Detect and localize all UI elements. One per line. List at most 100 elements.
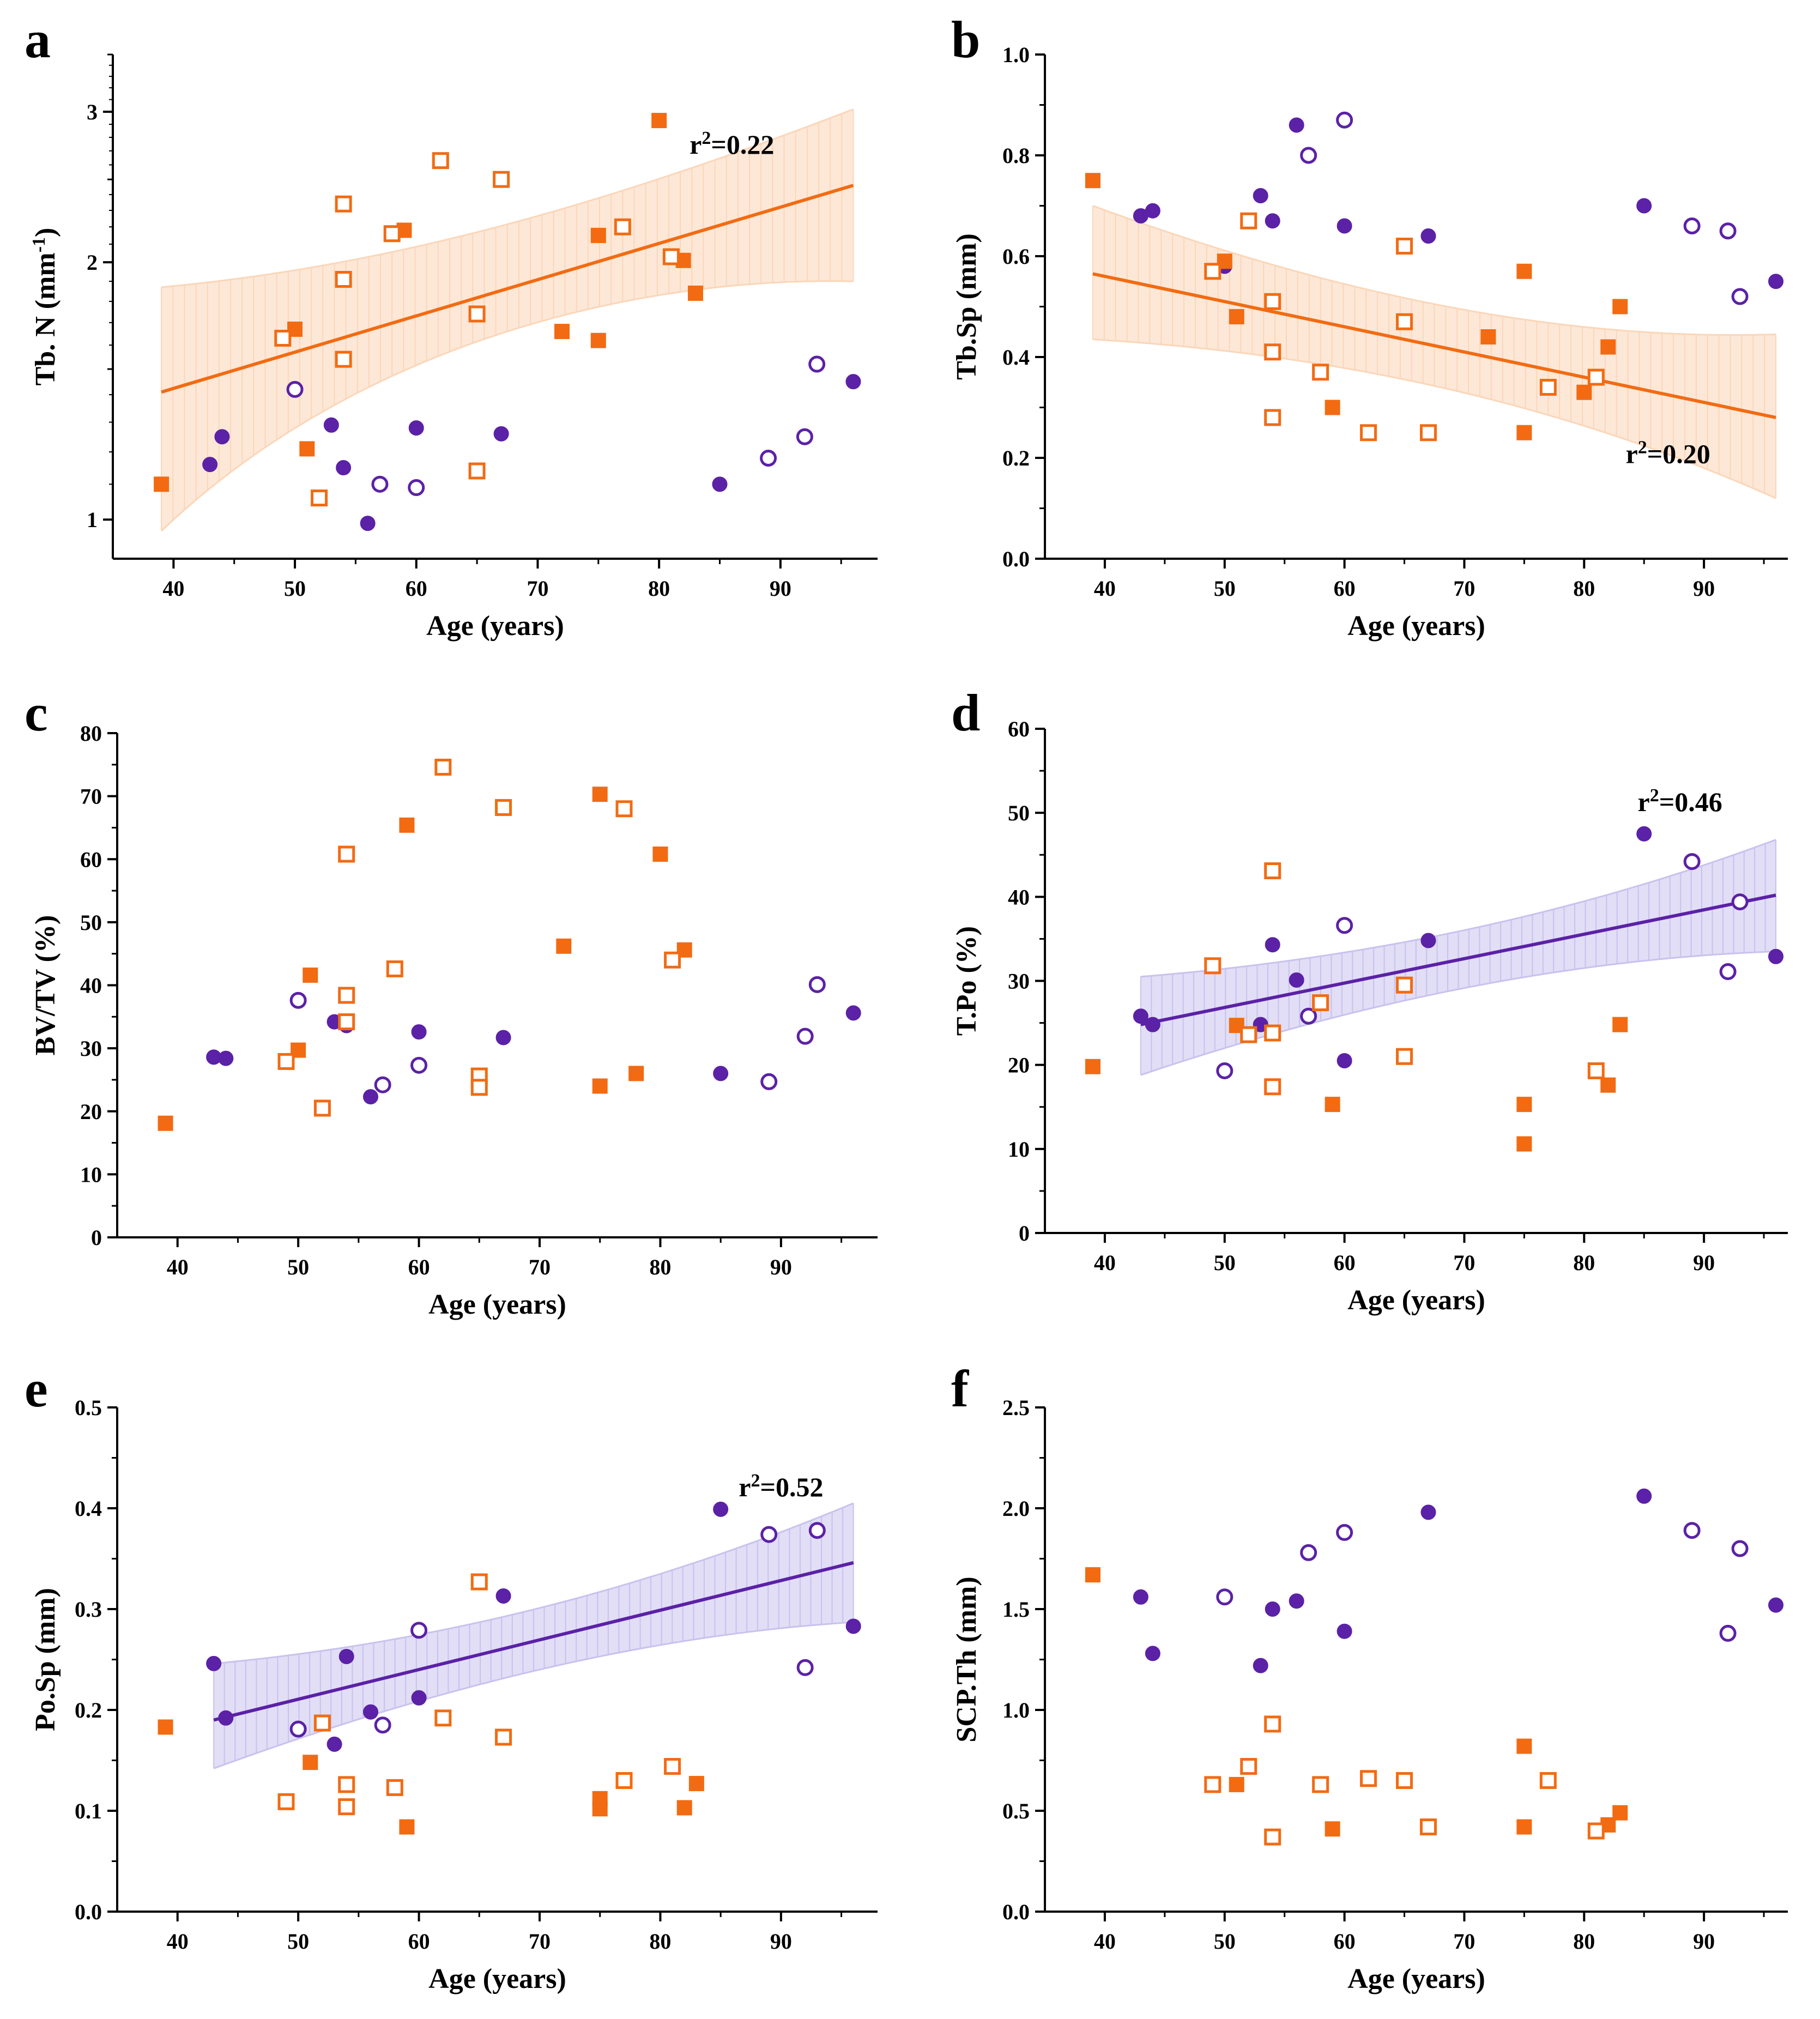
point-filled-circle <box>712 476 728 492</box>
panel-b: 0.0 0.2 0.4 0.6 0.8 1.0 40 50 60 70 80 90 Age (years… <box>951 10 1788 642</box>
panel-label: c <box>25 684 48 742</box>
point-filled-circle <box>1636 826 1652 842</box>
point-open-circle <box>289 992 307 1009</box>
point-open-square <box>1264 1715 1281 1733</box>
point-filled-square <box>652 847 668 862</box>
point-filled-square <box>1612 1805 1628 1821</box>
x-tick-label: 40 <box>1094 1929 1116 1954</box>
point-open-circle <box>1216 1062 1234 1079</box>
point-filled-circle <box>202 457 218 473</box>
point-filled-square <box>1480 329 1496 344</box>
point-open-square <box>1312 364 1329 381</box>
y-tick-label: 0.0 <box>75 1900 102 1924</box>
point-open-square <box>335 350 352 368</box>
point-open-square <box>338 1798 355 1816</box>
point-filled-circle <box>214 429 230 445</box>
point-filled-square <box>1325 1821 1340 1837</box>
y-tick-label: 0.6 <box>1002 244 1030 269</box>
point-filled-square <box>1612 299 1628 315</box>
y-tick-label: 10 <box>1008 1137 1030 1162</box>
x-tick-label: 80 <box>648 576 670 601</box>
point-filled-circle <box>363 1089 378 1105</box>
point-open-square <box>1360 424 1377 442</box>
y-tick-label: 0.8 <box>1002 143 1030 168</box>
y-tick-label: 0.5 <box>75 1395 102 1420</box>
point-filled-square <box>554 324 570 340</box>
point-open-square <box>1539 1772 1557 1789</box>
x-tick-label: 50 <box>1214 1929 1236 1954</box>
x-tick-label: 50 <box>1214 1250 1236 1275</box>
point-filled-circle <box>1768 274 1784 289</box>
point-filled-square <box>1229 309 1244 324</box>
band-upper-edge <box>161 108 854 288</box>
point-filled-circle <box>1420 228 1436 244</box>
point-filled-circle <box>1337 1623 1352 1639</box>
point-open-circle <box>808 355 826 373</box>
y-tick-label: 0.1 <box>75 1799 102 1823</box>
point-filled-square <box>303 1755 318 1770</box>
x-tick-label: 40 <box>162 576 184 601</box>
point-open-square <box>1264 862 1281 880</box>
point-filled-square <box>687 285 703 301</box>
y-tick-label: 0.0 <box>1002 547 1030 571</box>
point-open-circle <box>1731 288 1749 305</box>
y-tick-label: 1.5 <box>1002 1597 1030 1622</box>
point-filled-circle <box>336 460 352 476</box>
x-tick-label: 60 <box>1334 1250 1356 1275</box>
point-open-square <box>1204 1776 1222 1793</box>
x-tick-label: 40 <box>1094 1250 1116 1275</box>
y-tick-label: 10 <box>80 1162 102 1187</box>
point-open-square <box>495 1728 512 1746</box>
panel-a: 1 2 3 40 50 60 70 80 90 Age (years) Tb. N (mm-1) a r… <box>25 10 878 642</box>
x-tick-label: 90 <box>1693 1250 1715 1275</box>
point-open-square <box>383 225 401 243</box>
x-axis-title: Age (years) <box>428 1289 566 1320</box>
x-tick-label: 40 <box>167 1255 189 1279</box>
point-open-square <box>664 1758 681 1775</box>
point-filled-square <box>556 938 572 954</box>
y-tick-label: 1.0 <box>1002 43 1030 67</box>
point-open-square <box>386 1779 403 1796</box>
x-tick-label: 70 <box>1453 1250 1475 1275</box>
point-open-square <box>1204 957 1222 975</box>
point-filled-square <box>676 1800 692 1816</box>
point-open-circle <box>408 479 425 497</box>
point-filled-circle <box>1420 933 1436 948</box>
x-axis-title: Age (years) <box>1347 610 1485 642</box>
point-open-square <box>338 987 355 1004</box>
y-tick-label: 1 <box>87 507 98 532</box>
band-lower-edge <box>161 280 854 532</box>
point-filled-square <box>592 1801 608 1817</box>
regression-line <box>1092 272 1776 419</box>
point-filled-circle <box>1265 213 1280 229</box>
point-open-square <box>313 1714 331 1732</box>
point-open-circle <box>1731 1540 1749 1557</box>
point-filled-circle <box>845 374 861 390</box>
point-open-square <box>1312 1776 1329 1793</box>
y-tick-label: 80 <box>80 721 102 746</box>
point-filled-square <box>1085 1567 1101 1583</box>
x-tick-label: 60 <box>408 1255 430 1279</box>
x-tick-label: 80 <box>1573 1929 1595 1954</box>
point-open-circle <box>1336 111 1353 129</box>
point-filled-circle <box>1265 937 1280 953</box>
regression-line <box>1140 893 1776 1026</box>
point-open-circle <box>1683 1522 1701 1539</box>
point-open-square <box>338 1776 355 1793</box>
point-filled-circle <box>408 420 424 436</box>
point-open-square <box>335 271 352 288</box>
y-axis-title: T.Po (%) <box>951 926 982 1036</box>
x-tick-label: 80 <box>1573 1250 1595 1275</box>
point-open-square <box>434 758 452 776</box>
point-filled-circle <box>495 1030 511 1045</box>
point-filled-circle <box>1636 198 1652 214</box>
x-tick-label: 70 <box>529 1255 551 1279</box>
point-open-circle <box>1216 1588 1234 1606</box>
point-filled-circle <box>1289 1593 1304 1609</box>
point-open-square <box>338 1013 355 1031</box>
data-points <box>158 758 861 1131</box>
point-filled-circle <box>713 1501 729 1517</box>
x-tick-label: 40 <box>1094 576 1116 601</box>
point-filled-circle <box>218 1050 234 1066</box>
